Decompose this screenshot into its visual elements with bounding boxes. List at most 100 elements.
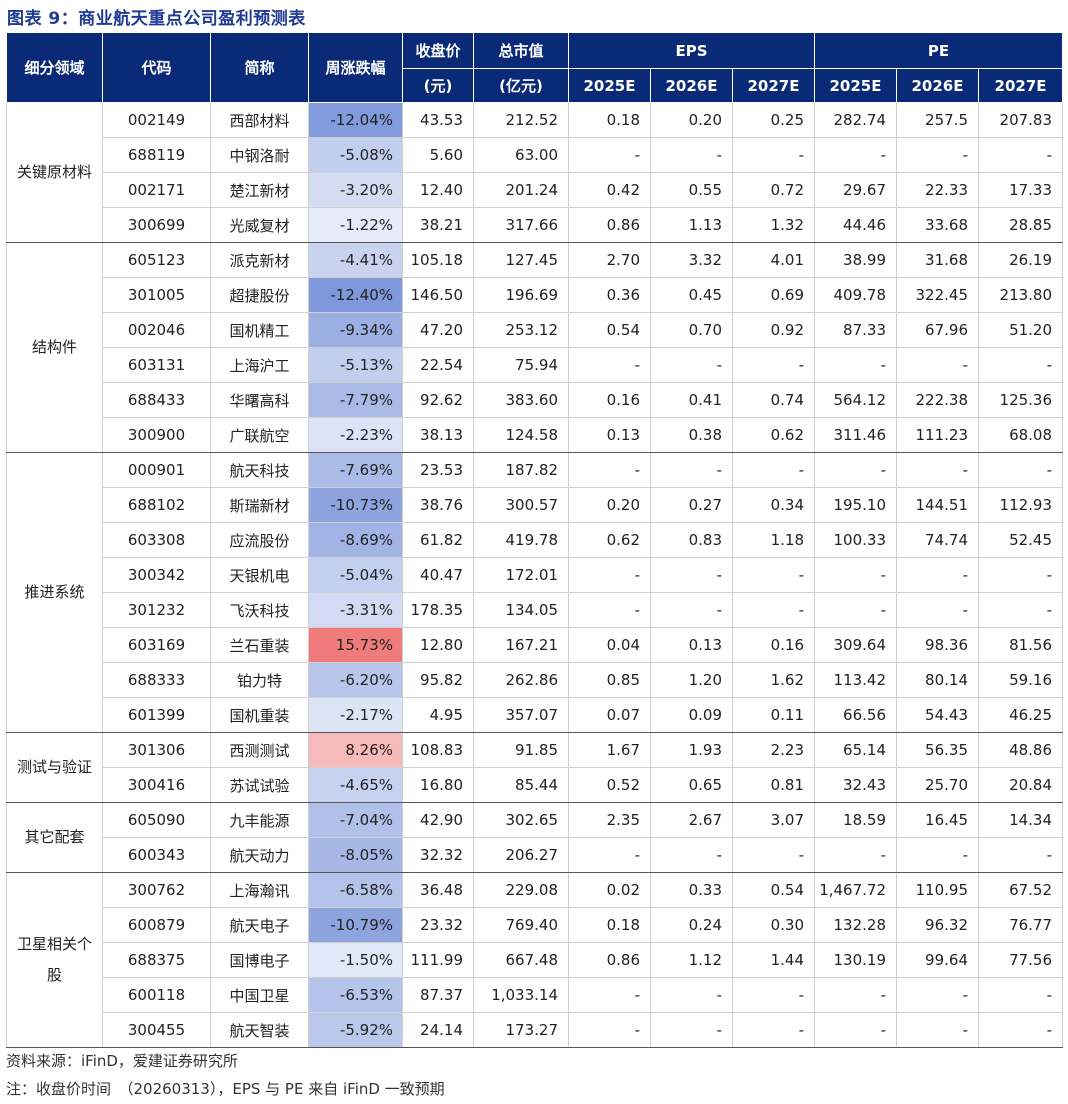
pe-cell: 77.56 bbox=[978, 942, 1064, 978]
eps-cell: 4.01 bbox=[732, 242, 815, 278]
eps-cell: 0.86 bbox=[568, 207, 651, 243]
pe-cell: - bbox=[978, 837, 1064, 873]
weekly-change-cell: -1.22% bbox=[308, 207, 403, 243]
eps-cell: - bbox=[650, 837, 733, 873]
market-cap-cell: 212.52 bbox=[473, 102, 569, 138]
name-cell: 国机重装 bbox=[210, 697, 309, 733]
eps-cell: 0.62 bbox=[568, 522, 651, 558]
weekly-change-cell: -6.20% bbox=[308, 662, 403, 698]
eps-cell: 0.09 bbox=[650, 697, 733, 733]
pe-cell: - bbox=[896, 1012, 979, 1048]
weekly-change-cell: -9.34% bbox=[308, 312, 403, 348]
eps-cell: 3.07 bbox=[732, 802, 815, 838]
pe-cell: 56.35 bbox=[896, 732, 979, 768]
name-cell: 上海瀚讯 bbox=[210, 872, 309, 908]
close-price-cell: 95.82 bbox=[402, 662, 474, 698]
header-code: 代码 bbox=[102, 32, 211, 103]
table-row: 600879 航天电子 -10.79% 23.32 769.40 0.18 0.24 0.30… bbox=[7, 907, 1064, 943]
sector-cell: 关键原材料 bbox=[6, 102, 103, 243]
table-body: 关键原材料 002149 西部材料 -12.04% 43.53 212.52 0.18 0.2… bbox=[6, 102, 1064, 1048]
code-cell: 605123 bbox=[102, 242, 211, 278]
eps-cell: 0.36 bbox=[568, 277, 651, 313]
weekly-change-cell: -4.41% bbox=[308, 242, 403, 278]
name-cell: 华曙高科 bbox=[210, 382, 309, 418]
table-row: 300900 广联航空 -2.23% 38.13 124.58 0.13 0.38 0.62 3… bbox=[7, 417, 1064, 453]
code-cell: 300342 bbox=[102, 557, 211, 593]
market-cap-cell: 1,033.14 bbox=[473, 977, 569, 1013]
eps-cell: - bbox=[732, 977, 815, 1013]
name-cell: 九丰能源 bbox=[210, 802, 309, 838]
close-price-cell: 87.37 bbox=[402, 977, 474, 1013]
pe-cell: - bbox=[978, 452, 1064, 488]
forecast-table: 细分领域 代码 简称 周涨跌幅 收盘价 总市值 EPS PE (元) (亿元) … bbox=[6, 32, 1064, 1048]
pe-cell: - bbox=[896, 137, 979, 173]
market-cap-cell: 206.27 bbox=[473, 837, 569, 873]
table-row: 688119 中钢洛耐 -5.08% 5.60 63.00- - - - - - bbox=[7, 137, 1064, 173]
eps-cell: 0.20 bbox=[650, 102, 733, 138]
market-cap-cell: 85.44 bbox=[473, 767, 569, 803]
name-cell: 苏试试验 bbox=[210, 767, 309, 803]
table-row: 301232 飞沃科技 -3.31% 178.35 134.05- - - - - - bbox=[7, 592, 1064, 628]
eps-cell: 1.18 bbox=[732, 522, 815, 558]
code-cell: 603131 bbox=[102, 347, 211, 383]
pe-cell: 282.74 bbox=[814, 102, 897, 138]
eps-cell: - bbox=[568, 977, 651, 1013]
close-price-cell: 40.47 bbox=[402, 557, 474, 593]
weekly-change-cell: -5.04% bbox=[308, 557, 403, 593]
pe-cell: - bbox=[896, 557, 979, 593]
market-cap-cell: 769.40 bbox=[473, 907, 569, 943]
close-price-cell: 92.62 bbox=[402, 382, 474, 418]
eps-cell: 0.30 bbox=[732, 907, 815, 943]
pe-cell: 14.34 bbox=[978, 802, 1064, 838]
code-cell: 600879 bbox=[102, 907, 211, 943]
pe-cell: - bbox=[978, 977, 1064, 1013]
close-price-cell: 105.18 bbox=[402, 242, 474, 278]
header-pe-year-2026: 2026E bbox=[896, 68, 979, 103]
pe-cell: 28.85 bbox=[978, 207, 1064, 243]
eps-cell: 0.04 bbox=[568, 627, 651, 663]
name-cell: 铂力特 bbox=[210, 662, 309, 698]
pe-cell: 322.45 bbox=[896, 277, 979, 313]
close-price-cell: 22.54 bbox=[402, 347, 474, 383]
code-cell: 300762 bbox=[102, 872, 211, 908]
pe-cell: 22.33 bbox=[896, 172, 979, 208]
market-cap-cell: 201.24 bbox=[473, 172, 569, 208]
name-cell: 超捷股份 bbox=[210, 277, 309, 313]
market-cap-cell: 75.94 bbox=[473, 347, 569, 383]
weekly-change-cell: -4.65% bbox=[308, 767, 403, 803]
eps-cell: - bbox=[568, 347, 651, 383]
close-price-cell: 4.95 bbox=[402, 697, 474, 733]
eps-cell: 2.67 bbox=[650, 802, 733, 838]
pe-cell: - bbox=[814, 137, 897, 173]
pe-cell: - bbox=[814, 557, 897, 593]
eps-cell: 0.33 bbox=[650, 872, 733, 908]
close-price-cell: 38.21 bbox=[402, 207, 474, 243]
code-cell: 002171 bbox=[102, 172, 211, 208]
pe-cell: - bbox=[814, 837, 897, 873]
pe-cell: - bbox=[814, 977, 897, 1013]
name-cell: 国博电子 bbox=[210, 942, 309, 978]
eps-cell: - bbox=[650, 452, 733, 488]
eps-cell: 0.42 bbox=[568, 172, 651, 208]
header-eps-year-2027: 2027E bbox=[732, 68, 815, 103]
table-row: 关键原材料 002149 西部材料 -12.04% 43.53 212.52 0.18 0.2… bbox=[6, 102, 1064, 243]
table-row: 688102 斯瑞新材 -10.73% 38.76 300.57 0.20 0.27 0.34… bbox=[7, 487, 1064, 523]
pe-cell: 59.16 bbox=[978, 662, 1064, 698]
eps-cell: 0.27 bbox=[650, 487, 733, 523]
eps-cell: - bbox=[650, 137, 733, 173]
eps-cell: 0.45 bbox=[650, 277, 733, 313]
table-row: 603169 兰石重装 15.73% 12.80 167.21 0.04 0.13 0.16 3… bbox=[7, 627, 1064, 663]
pe-cell: - bbox=[814, 347, 897, 383]
sector-cell: 推进系统 bbox=[6, 452, 103, 733]
pe-cell: 32.43 bbox=[814, 767, 897, 803]
weekly-change-cell: -10.79% bbox=[308, 907, 403, 943]
weekly-change-cell: -1.50% bbox=[308, 942, 403, 978]
eps-cell: 0.65 bbox=[650, 767, 733, 803]
close-price-cell: 23.32 bbox=[402, 907, 474, 943]
pe-cell: 67.52 bbox=[978, 872, 1064, 908]
name-cell: 派克新材 bbox=[210, 242, 309, 278]
eps-cell: 0.55 bbox=[650, 172, 733, 208]
pe-cell: 76.77 bbox=[978, 907, 1064, 943]
name-cell: 航天电子 bbox=[210, 907, 309, 943]
code-cell: 688433 bbox=[102, 382, 211, 418]
